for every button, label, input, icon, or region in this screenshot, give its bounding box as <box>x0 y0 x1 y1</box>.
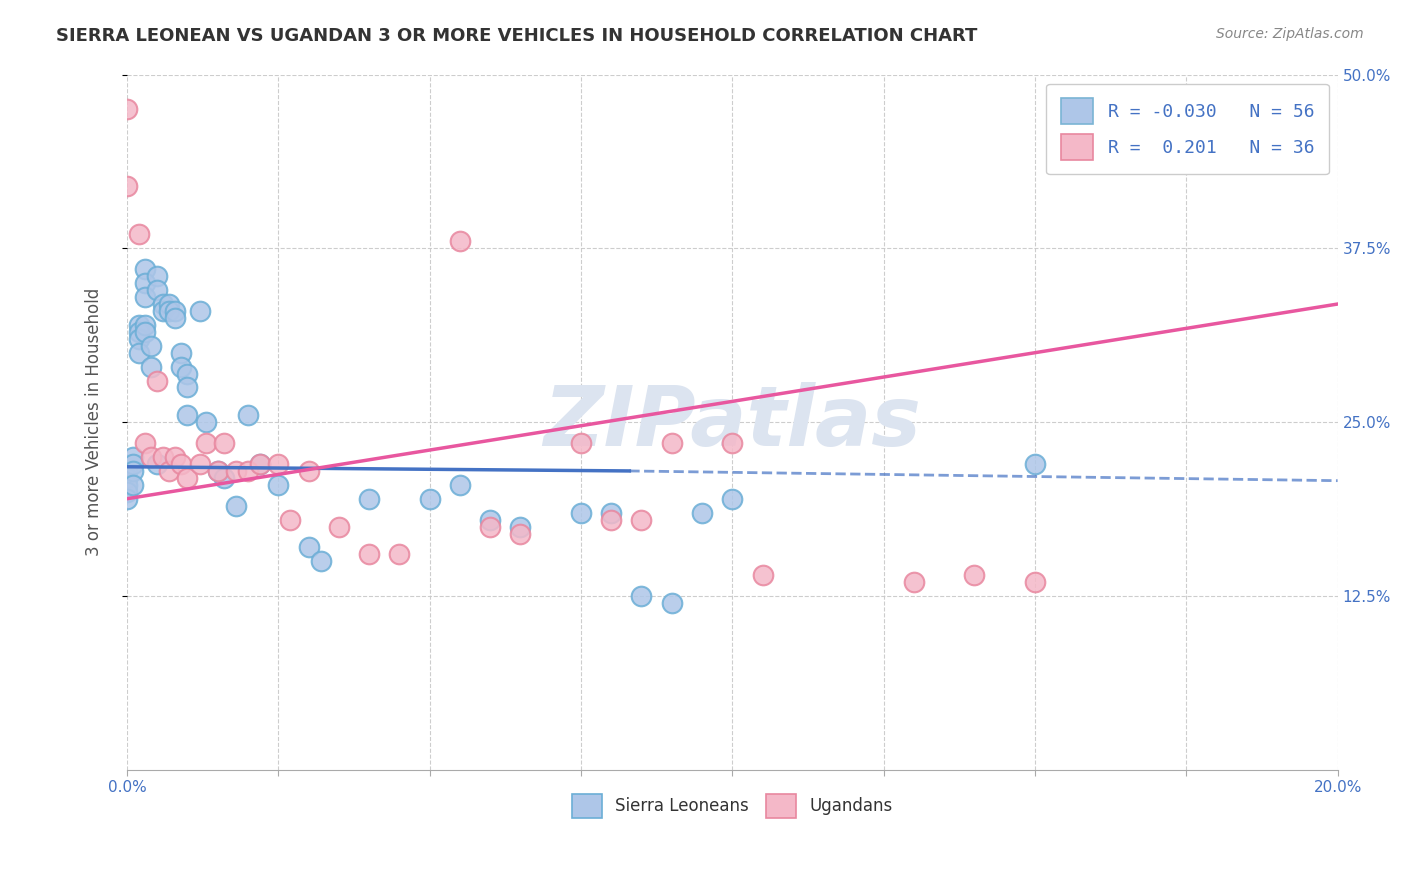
Point <box>267 478 290 492</box>
Point <box>297 464 319 478</box>
Point <box>165 450 187 464</box>
Point <box>236 409 259 423</box>
Point <box>152 450 174 464</box>
Point <box>134 325 156 339</box>
Point <box>139 450 162 464</box>
Point <box>449 235 471 249</box>
Point <box>134 276 156 290</box>
Point <box>207 464 229 478</box>
Point <box>128 325 150 339</box>
Point <box>249 457 271 471</box>
Point <box>569 506 592 520</box>
Point <box>170 359 193 374</box>
Point <box>122 457 145 471</box>
Point <box>128 345 150 359</box>
Point <box>357 491 380 506</box>
Y-axis label: 3 or more Vehicles in Household: 3 or more Vehicles in Household <box>86 288 103 557</box>
Text: SIERRA LEONEAN VS UGANDAN 3 OR MORE VEHICLES IN HOUSEHOLD CORRELATION CHART: SIERRA LEONEAN VS UGANDAN 3 OR MORE VEHI… <box>56 27 977 45</box>
Point <box>188 457 211 471</box>
Point <box>309 554 332 568</box>
Point <box>170 457 193 471</box>
Point <box>176 367 198 381</box>
Point <box>176 409 198 423</box>
Point <box>419 491 441 506</box>
Legend: Sierra Leoneans, Ugandans: Sierra Leoneans, Ugandans <box>565 788 898 824</box>
Point <box>128 318 150 332</box>
Point <box>194 436 217 450</box>
Point <box>630 513 652 527</box>
Point <box>115 464 138 478</box>
Text: ZIPatlas: ZIPatlas <box>543 382 921 463</box>
Point <box>225 464 247 478</box>
Point <box>146 283 169 297</box>
Point <box>212 436 235 450</box>
Point <box>122 464 145 478</box>
Point <box>115 478 138 492</box>
Point <box>194 415 217 429</box>
Point <box>661 596 683 610</box>
Point <box>188 304 211 318</box>
Point <box>280 513 302 527</box>
Point <box>115 491 138 506</box>
Point <box>115 471 138 485</box>
Point <box>115 484 138 499</box>
Point <box>479 513 502 527</box>
Point <box>134 318 156 332</box>
Point <box>449 478 471 492</box>
Point <box>249 457 271 471</box>
Point <box>509 519 531 533</box>
Point <box>146 374 169 388</box>
Point <box>207 464 229 478</box>
Point <box>176 380 198 394</box>
Point <box>721 491 744 506</box>
Point <box>152 304 174 318</box>
Point <box>357 548 380 562</box>
Point <box>212 471 235 485</box>
Point <box>569 436 592 450</box>
Point <box>170 345 193 359</box>
Point <box>509 526 531 541</box>
Point <box>690 506 713 520</box>
Point <box>165 304 187 318</box>
Point <box>661 436 683 450</box>
Point <box>903 575 925 590</box>
Point <box>146 457 169 471</box>
Point <box>236 464 259 478</box>
Point <box>157 464 180 478</box>
Point <box>328 519 350 533</box>
Point <box>128 332 150 346</box>
Point <box>225 499 247 513</box>
Point <box>157 304 180 318</box>
Point <box>751 568 773 582</box>
Point <box>152 297 174 311</box>
Point <box>600 506 623 520</box>
Point <box>122 478 145 492</box>
Point <box>134 262 156 277</box>
Point <box>1024 457 1046 471</box>
Point <box>157 297 180 311</box>
Point <box>134 290 156 304</box>
Point <box>165 310 187 325</box>
Point <box>115 178 138 193</box>
Text: Source: ZipAtlas.com: Source: ZipAtlas.com <box>1216 27 1364 41</box>
Point <box>630 589 652 603</box>
Point <box>146 269 169 284</box>
Point <box>128 227 150 242</box>
Point <box>600 513 623 527</box>
Point <box>479 519 502 533</box>
Point <box>297 541 319 555</box>
Point <box>267 457 290 471</box>
Point <box>176 471 198 485</box>
Point <box>388 548 411 562</box>
Point <box>963 568 986 582</box>
Point <box>122 450 145 464</box>
Point <box>134 436 156 450</box>
Point <box>115 103 138 117</box>
Point <box>721 436 744 450</box>
Point <box>139 339 162 353</box>
Point <box>139 359 162 374</box>
Point <box>1024 575 1046 590</box>
